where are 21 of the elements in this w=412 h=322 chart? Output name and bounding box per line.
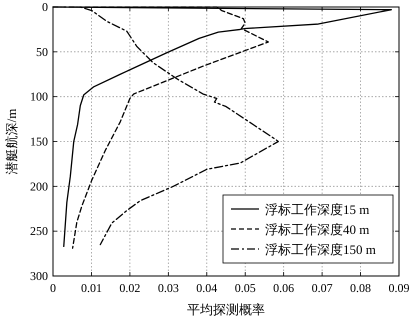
- y-tick-label: 50: [36, 44, 48, 59]
- x-tick-label: 0.03: [158, 281, 179, 295]
- y-tick-label: 300: [30, 269, 48, 283]
- legend-label: 浮标工作深度40 m: [265, 222, 370, 237]
- y-tick-label: 100: [30, 90, 48, 104]
- x-tick-label: 0.05: [234, 281, 256, 295]
- y-tick-label: 250: [30, 224, 48, 238]
- y-axis-title: 潜艇航深/m: [4, 108, 19, 174]
- legend-label: 浮标工作深度15 m: [265, 202, 370, 217]
- y-tick-label: 150: [30, 134, 48, 148]
- x-tick-label: 0.02: [119, 281, 140, 295]
- x-tick-label: 0.09: [388, 281, 410, 295]
- x-axis-title: 平均探测概率: [187, 302, 265, 317]
- x-tick-label: 0.07: [312, 281, 333, 295]
- y-tick-label: 0: [42, 0, 48, 14]
- y-tick-label: 200: [30, 179, 48, 194]
- x-tick-label: 0.06: [273, 281, 294, 295]
- x-tick-label: 0.08: [350, 281, 372, 295]
- x-tick-label: 0.04: [196, 281, 218, 295]
- legend-label: 浮标工作深度150 m: [265, 242, 376, 257]
- x-tick-label: 0.01: [80, 281, 102, 295]
